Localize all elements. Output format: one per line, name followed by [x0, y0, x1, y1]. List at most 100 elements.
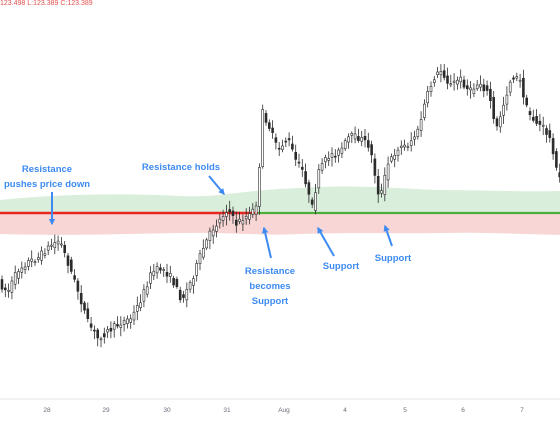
- candle: [320, 158, 324, 174]
- candle: [116, 316, 119, 329]
- x-tick-label: 7: [520, 407, 524, 414]
- candle-body: [36, 257, 40, 260]
- candle: [202, 239, 205, 260]
- candle: [436, 67, 439, 79]
- candle: [492, 91, 496, 124]
- candle-body: [7, 289, 10, 292]
- candle-body: [518, 79, 522, 82]
- zones: [0, 186, 560, 235]
- candle-body: [456, 79, 459, 85]
- candle: [343, 138, 347, 151]
- label-becomes-3: Support: [252, 296, 289, 307]
- candle-body: [449, 83, 453, 86]
- candle-body: [218, 218, 222, 224]
- candle: [192, 275, 195, 294]
- candle: [498, 111, 502, 133]
- candle-body: [492, 97, 496, 119]
- candle-body: [396, 149, 400, 157]
- candle: [89, 317, 93, 331]
- candle-body: [482, 84, 486, 92]
- candle: [300, 159, 304, 177]
- candle-body: [119, 324, 123, 328]
- candle-body: [129, 318, 132, 323]
- candle: [357, 128, 360, 143]
- candle-body: [221, 216, 225, 221]
- candle: [459, 69, 463, 89]
- candle: [439, 64, 443, 83]
- candle: [545, 125, 548, 143]
- candle: [538, 113, 542, 132]
- candle-body: [238, 218, 241, 222]
- candle-body: [380, 190, 383, 194]
- x-tick-label: 28: [43, 407, 51, 414]
- label-resistance-pushes-2: pushes price down: [4, 179, 90, 190]
- candle: [122, 316, 126, 332]
- candle-body: [291, 143, 294, 150]
- candle-body: [165, 271, 169, 277]
- candle-body: [528, 111, 532, 116]
- candle: [33, 259, 37, 266]
- candle-body: [508, 81, 512, 93]
- candle: [132, 305, 136, 325]
- candle: [508, 79, 512, 97]
- support-zone: [0, 186, 560, 213]
- candle: [50, 238, 53, 250]
- candle-body: [136, 305, 139, 312]
- candle-body: [360, 137, 364, 142]
- candle: [43, 248, 47, 259]
- candle: [159, 263, 162, 274]
- candle-body: [33, 261, 37, 264]
- x-tick-label: 30: [163, 407, 171, 414]
- candle: [218, 213, 222, 229]
- candle-body: [409, 140, 413, 146]
- candle: [502, 96, 505, 124]
- candle: [304, 163, 307, 188]
- candle: [13, 265, 17, 290]
- candle: [317, 164, 321, 194]
- candle-body: [192, 278, 195, 286]
- candle: [66, 253, 70, 274]
- resistance-zone: [0, 213, 560, 235]
- candle-body: [264, 113, 268, 123]
- candle-body: [235, 219, 238, 226]
- candle: [482, 78, 486, 98]
- candle-body: [399, 145, 403, 148]
- candle: [10, 276, 14, 300]
- x-tick-label: 4: [343, 407, 347, 414]
- candle-body: [390, 156, 393, 162]
- candle-body: [93, 329, 96, 332]
- candle: [274, 133, 278, 150]
- candle-body: [271, 127, 274, 133]
- candle-body: [267, 122, 271, 129]
- candle: [211, 224, 215, 244]
- candle: [225, 204, 228, 226]
- candle: [165, 263, 169, 283]
- candle: [376, 169, 380, 203]
- candle: [297, 153, 301, 168]
- candle: [423, 99, 426, 121]
- candle-body: [162, 269, 165, 271]
- candle-body: [297, 161, 301, 164]
- candle: [495, 116, 499, 131]
- candle-body: [172, 277, 175, 286]
- candle-body: [195, 263, 198, 276]
- candle-body: [452, 80, 456, 83]
- arrow-support-2: [383, 224, 393, 247]
- candle: [103, 327, 106, 344]
- candle: [251, 203, 255, 218]
- candle-body: [465, 85, 469, 90]
- candle-body: [99, 338, 103, 341]
- label-becomes-2: becomes: [249, 281, 290, 292]
- candle-body: [277, 147, 281, 150]
- candle-body: [310, 199, 314, 205]
- candle-body: [202, 248, 205, 258]
- candle: [505, 86, 509, 111]
- candle-body: [489, 88, 492, 101]
- candle-body: [436, 71, 439, 76]
- candle-body: [40, 250, 43, 261]
- candle: [370, 140, 373, 163]
- candle-body: [459, 76, 463, 83]
- candle-body: [20, 267, 24, 273]
- candle: [413, 130, 416, 146]
